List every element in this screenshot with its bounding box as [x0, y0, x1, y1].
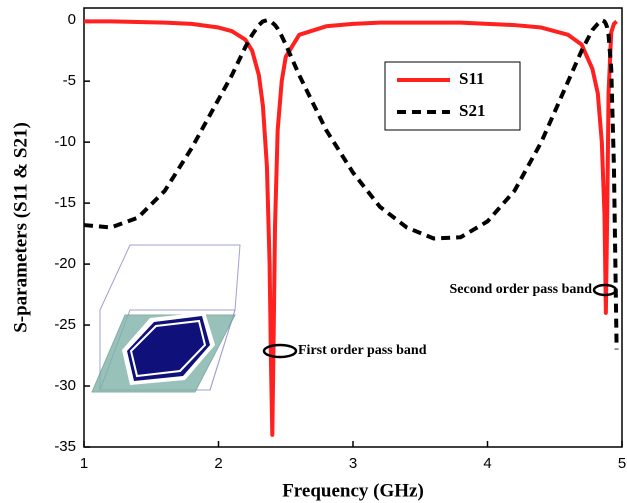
x-tick-label: 3: [349, 455, 357, 472]
legend-box: [385, 62, 520, 130]
y-axis-title: S-parameters (S11 & S21): [10, 122, 31, 333]
x-tick-label: 1: [80, 455, 88, 472]
page: 0 -5 -10 -15 -20 -25 -30 -351 2 3 4 5 Frequency (GHz…: [0, 0, 627, 503]
x-tick-label: 5: [618, 455, 626, 472]
inset-illustration: [92, 245, 240, 392]
y-tick-label: -30: [54, 377, 76, 394]
series-line: [84, 20, 617, 349]
y-tick-label: -10: [54, 133, 76, 150]
annotation: Second order pass band: [449, 282, 592, 297]
y-tick-label: -15: [54, 194, 76, 211]
annotation: First order pass band: [298, 343, 427, 358]
x-tick-label: 2: [214, 455, 222, 472]
y-tick-label: -35: [54, 438, 76, 455]
chart: 0 -5 -10 -15 -20 -25 -30 -351 2 3 4 5 Frequency (GHz…: [0, 0, 627, 503]
x-tick-label: 4: [483, 455, 491, 472]
y-tick-label: -25: [54, 316, 76, 333]
annotation-marker: [264, 345, 296, 357]
y-tick-label: 0: [68, 11, 76, 28]
y-tick-label: -5: [63, 72, 76, 89]
x-axis-title: Frequency (GHz): [282, 480, 424, 501]
legend-label: S21: [459, 101, 485, 120]
legend-label: S11: [459, 69, 485, 88]
y-tick-label: -20: [54, 255, 76, 272]
